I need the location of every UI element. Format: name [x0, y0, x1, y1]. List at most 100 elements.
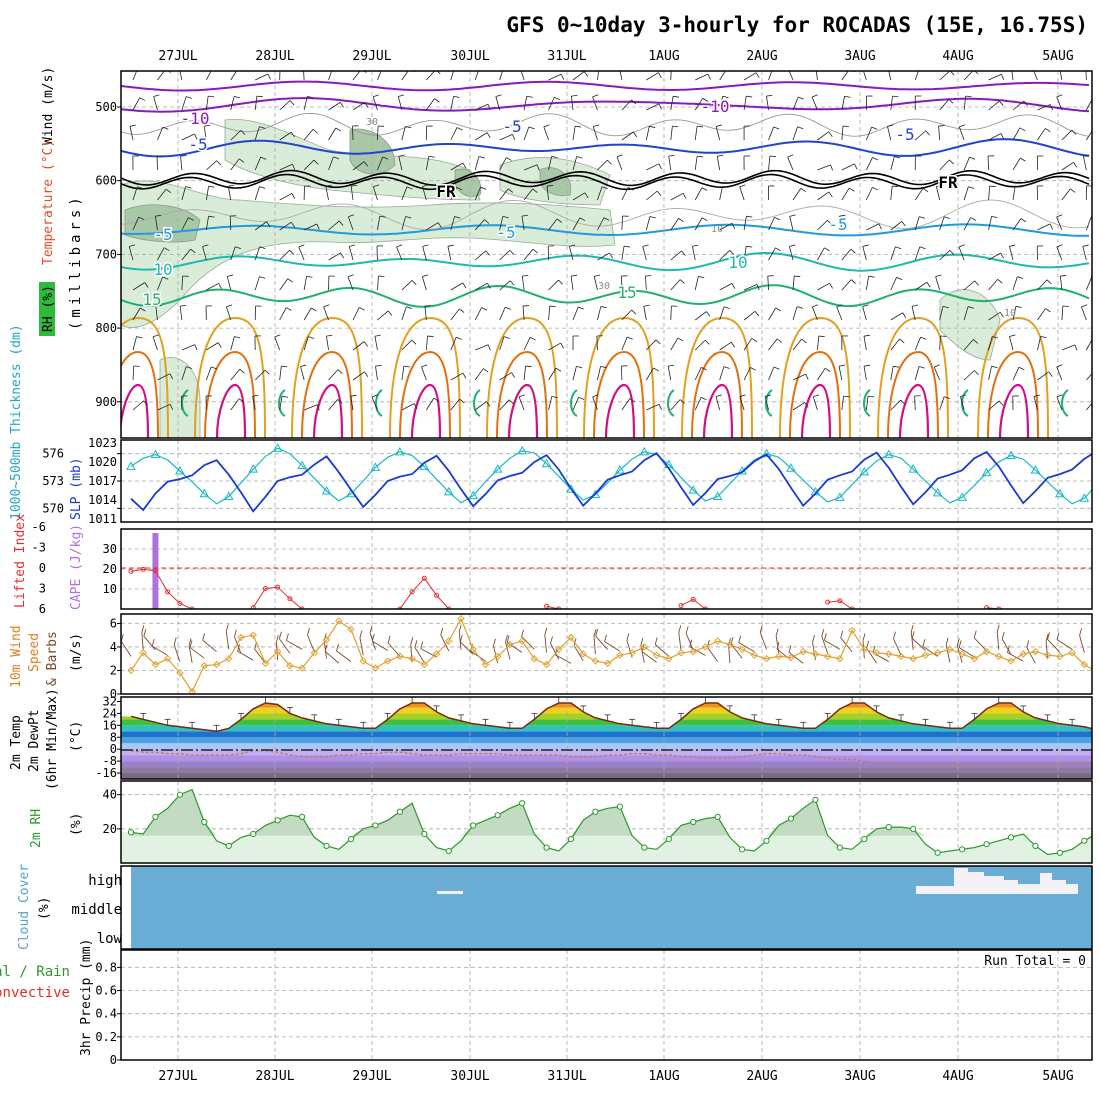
lifted-index-line [400, 578, 449, 609]
wind-barb [768, 276, 769, 290]
wind-barb-flag [658, 73, 661, 78]
wind-barb-flag [824, 248, 829, 251]
wind-barb [231, 369, 240, 380]
contour-25 [400, 352, 450, 438]
rh2m-marker [666, 836, 671, 841]
wind-barb [475, 67, 480, 80]
rh2m-marker [471, 823, 476, 828]
wind-barb-flag [999, 401, 1003, 406]
wind10-barb-flag [739, 636, 741, 643]
wind-barb [989, 101, 1000, 110]
wind-barb-flag [428, 336, 434, 337]
temp-band [121, 713, 1092, 719]
wind-barb-flag [701, 397, 706, 400]
wind-barb [891, 277, 897, 290]
wind-barb [1037, 128, 1045, 140]
wind-barb-flag [308, 337, 314, 339]
wind-barb-flag [798, 127, 804, 129]
lifted-index-line [253, 587, 302, 609]
wind-barb-flag [240, 369, 245, 373]
cape-grid [121, 529, 1092, 609]
wind-barb-flag [862, 65, 868, 67]
wind-barb-flag [286, 308, 291, 311]
precip-label-b: Convective [0, 985, 70, 1001]
wind-barb [1037, 224, 1050, 230]
wind-barb-flag [790, 215, 796, 216]
upper-wind-label: Wind (m/s) [41, 67, 56, 145]
wind-barb [1057, 217, 1062, 230]
wind10-barb [974, 638, 986, 651]
wind-barb-flag [944, 217, 950, 219]
wind-barb-flag [599, 66, 605, 67]
wind-barb-flag [893, 366, 899, 367]
wind-barb [744, 311, 755, 320]
contour-30 [606, 385, 634, 438]
wind-barb-flag [893, 96, 899, 97]
wind-barb-flag [851, 249, 856, 253]
wind-barb-flag [752, 338, 757, 341]
contour-label: -5 [502, 117, 521, 136]
wind-barb [375, 336, 378, 350]
wind-barb-flag [806, 374, 809, 379]
wind-barb [280, 279, 288, 290]
wind-barb-flag [1001, 253, 1004, 258]
bottom-date-label: 27JUL [158, 1069, 197, 1084]
wind-barb [720, 68, 728, 80]
wind-barb-flag [1074, 162, 1077, 167]
rh2m-marker [862, 836, 867, 841]
wind10-barb-flag [279, 632, 281, 639]
rh2m-marker [617, 804, 622, 809]
wind-barb [451, 67, 455, 80]
wind-barb-flag [1094, 128, 1099, 131]
temp-band [121, 761, 1092, 767]
wind-barb-flag [731, 342, 734, 347]
wind-barb-flag [1093, 338, 1098, 341]
wind-barb [597, 336, 598, 350]
contour-25 [594, 352, 644, 438]
contour-15-low [962, 390, 968, 416]
wind-barb [1013, 186, 1015, 200]
wind-barb [448, 246, 451, 260]
wind-barb-flag [849, 188, 854, 191]
wind-barb [866, 276, 868, 290]
wind-label-b: Speed [27, 633, 42, 672]
slp-tick-label: 1011 [88, 512, 117, 526]
wind-barb [154, 97, 158, 110]
wind-barb-flag [1009, 245, 1015, 247]
wind10-barb [190, 647, 204, 658]
rh2m-marker [764, 838, 769, 843]
wind-barb-flag [697, 156, 703, 157]
rh2m-marker [373, 823, 378, 828]
rh2m-marker [935, 850, 940, 855]
top-date-label: 3AUG [844, 49, 875, 64]
contour-label: FR [436, 182, 456, 201]
wind-barb [303, 66, 304, 80]
wind-barb-flag [825, 368, 830, 371]
wind10-barb-flag [388, 636, 390, 643]
wind-barb-flag [919, 217, 925, 219]
wind10-marker [1094, 669, 1100, 675]
wind-barb-flag [488, 345, 490, 351]
wind-grid [121, 614, 1092, 694]
cloud-label-units: (%) [37, 897, 52, 920]
wind10-barb-flag [893, 632, 895, 639]
wind-barb-flag [290, 250, 294, 254]
wind-barb-flag [901, 400, 905, 404]
wind-barb-flag [657, 191, 661, 196]
rh2m-marker [691, 819, 696, 824]
wind-barb-flag [510, 250, 514, 254]
cloud-high-block [1040, 873, 1052, 894]
wind-barb [936, 277, 940, 290]
wind-barb [280, 193, 292, 200]
wind-barb [989, 186, 990, 200]
contour-25 [205, 352, 255, 438]
wind-barb-flag [218, 343, 221, 348]
wind-barb [231, 68, 238, 80]
wind-barb [817, 336, 818, 350]
top-date-label: 4AUG [942, 49, 973, 64]
wind-barb-flag [702, 218, 707, 221]
wind-barb [720, 342, 732, 350]
wind10-barb [655, 644, 669, 656]
wind-barb [863, 246, 867, 260]
